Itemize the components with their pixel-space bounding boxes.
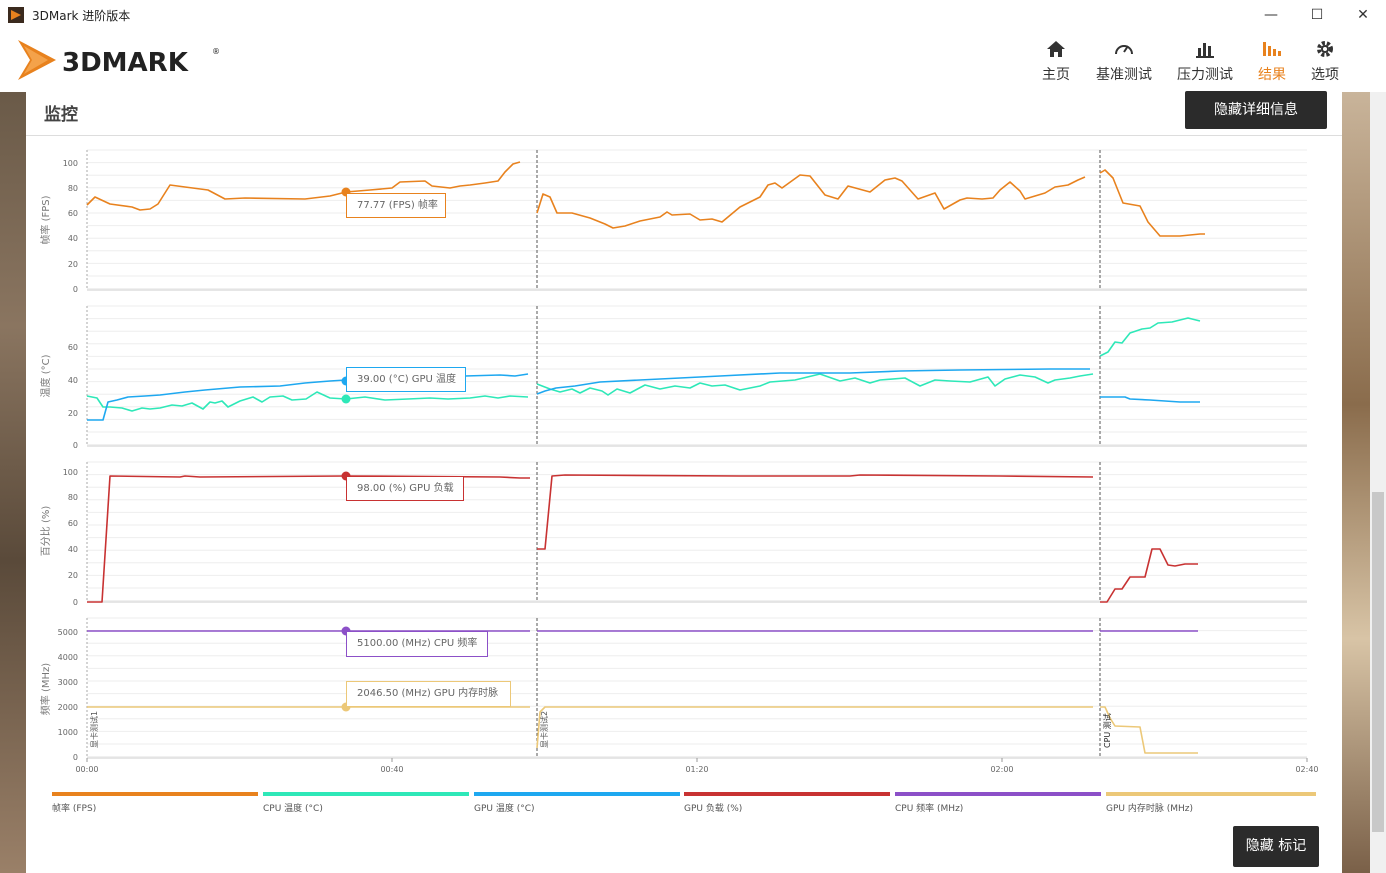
legend-gpu-load-label: GPU 负载 (%) bbox=[684, 804, 743, 814]
nav-benchmark[interactable]: 基准测试 bbox=[1089, 38, 1159, 84]
app-header: 3DMARK ® 主页 基准测试 压力测试 结果 选项 bbox=[0, 30, 1386, 92]
scrollbar-thumb[interactable] bbox=[1372, 492, 1384, 832]
nav-home[interactable]: 主页 bbox=[1021, 38, 1091, 84]
nav-options-label: 选项 bbox=[1311, 67, 1339, 83]
nav-stress-test-label: 压力测试 bbox=[1177, 67, 1233, 83]
nav-stress-test[interactable]: 压力测试 bbox=[1170, 38, 1240, 84]
page-title: 监控 bbox=[44, 105, 78, 125]
background-image-left bbox=[0, 92, 26, 873]
nav-options[interactable]: 选项 bbox=[1290, 38, 1360, 84]
results-icon bbox=[1237, 38, 1307, 64]
monitoring-panel bbox=[26, 92, 1342, 873]
tooltip-gpu-mem-clock: 2046.50 (MHz) GPU 内存时脉 bbox=[346, 681, 511, 707]
legend-gpu-mem-label: GPU 内存时脉 (MHz) bbox=[1106, 804, 1193, 814]
bar-chart-icon bbox=[1170, 38, 1240, 64]
legend-cpu-clock-label: CPU 频率 (MHz) bbox=[895, 804, 964, 814]
tooltip-gpu-load: 98.00 (%) GPU 负载 bbox=[346, 476, 464, 501]
hide-details-button[interactable]: 隐藏详细信息 bbox=[1185, 91, 1327, 129]
nav-results[interactable]: 结果 bbox=[1237, 38, 1307, 84]
title-bar: 3DMark 进阶版本 — ☐ ✕ bbox=[0, 0, 1386, 30]
legend-gpu-temp-label: GPU 温度 (°C) bbox=[474, 804, 535, 814]
maximize-button[interactable]: ☐ bbox=[1310, 7, 1324, 23]
legend-cpu-clock-bar[interactable] bbox=[895, 792, 1101, 796]
home-icon bbox=[1021, 38, 1091, 64]
window-title: 3DMark 进阶版本 bbox=[32, 9, 131, 23]
nav-results-label: 结果 bbox=[1258, 67, 1286, 83]
gear-icon bbox=[1290, 38, 1360, 64]
legend-cpu-temp-label: CPU 温度 (°C) bbox=[263, 804, 323, 814]
logo-text: 3DMARK bbox=[62, 48, 189, 78]
tooltip-gpu-temp: 39.00 (°C) GPU 温度 bbox=[346, 367, 466, 392]
close-button[interactable]: ✕ bbox=[1357, 7, 1369, 23]
minimize-button[interactable]: — bbox=[1264, 7, 1278, 23]
hide-markers-button[interactable]: 隐藏 标记 bbox=[1233, 826, 1319, 867]
legend-gpu-load-bar[interactable] bbox=[684, 792, 890, 796]
logo-registered: ® bbox=[212, 47, 220, 56]
tooltip-cpu-clock: 5100.00 (MHz) CPU 频率 bbox=[346, 631, 488, 657]
app-icon bbox=[8, 7, 24, 23]
legend-gpu-temp-bar[interactable] bbox=[474, 792, 680, 796]
legend-gpu-mem-bar[interactable] bbox=[1106, 792, 1316, 796]
nav-home-label: 主页 bbox=[1042, 67, 1070, 83]
nav-benchmark-label: 基准测试 bbox=[1096, 67, 1152, 83]
legend-fps-bar[interactable] bbox=[52, 792, 258, 796]
gauge-icon bbox=[1089, 38, 1159, 64]
3dmark-logo: 3DMARK ® bbox=[18, 38, 228, 86]
header-divider bbox=[26, 135, 1342, 136]
legend-cpu-temp-bar[interactable] bbox=[263, 792, 469, 796]
legend-fps-label: 帧率 (FPS) bbox=[52, 804, 97, 814]
tooltip-fps: 77.77 (FPS) 帧率 bbox=[346, 193, 446, 218]
